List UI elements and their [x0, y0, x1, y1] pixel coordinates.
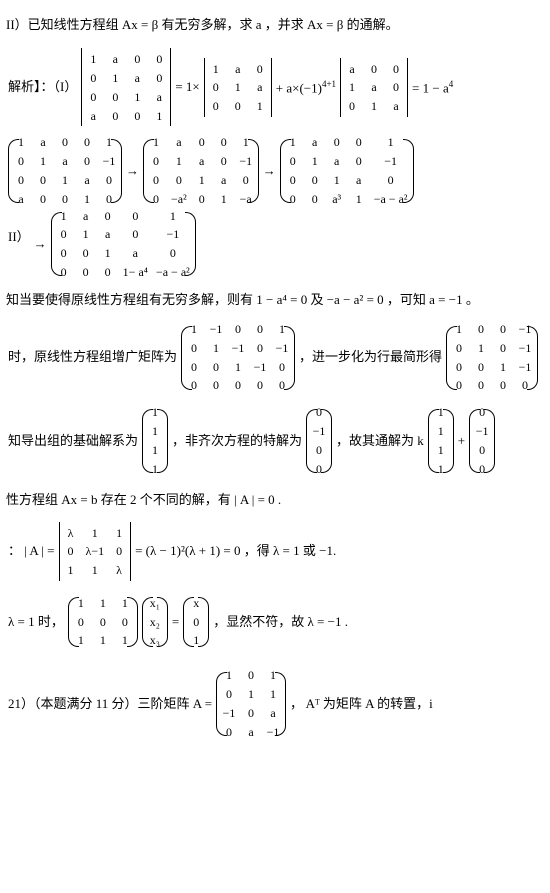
mat-A4: 1a00101a0−1001a00001− a⁴−a − a² — [51, 208, 196, 281]
mat-B2: 100−1010−1001−10000 — [446, 321, 538, 394]
q21-block: 21）（本题满分 11 分）三阶矩阵 A = 101011−10a0a−1 ， … — [6, 667, 544, 740]
mat-B1: 1−100101−10−1001−1000000 — [181, 321, 295, 394]
text-6b: ，非齐次方程的特解为 — [172, 432, 302, 450]
augmented-block: 时，原线性方程组增广矩阵为 1−100101−10−1001−1000000 ，… — [6, 321, 544, 394]
det-M1: 1a0001a0001aa001 — [81, 48, 171, 126]
mat-F1: 101011−10a0a−1 — [216, 667, 286, 740]
text-5b: ，进一步化为行最简形得 — [299, 348, 442, 366]
mat-A2: 1a00101a0−1001a00−a²01−a — [143, 134, 259, 207]
label-jiexi: 解析】：（I） — [8, 78, 77, 96]
text-line-4: 知当要使得原线性方程组有无穷多解，则有 1 − a⁴ = 0 及 −a − a²… — [6, 291, 544, 309]
mat-A3: 1a00101a0−1001a000a³1−a − a² — [280, 134, 414, 207]
vec-E3: x01 — [183, 595, 209, 649]
det-M2: 1a001a001 — [204, 58, 272, 117]
vec-V3: 1111 — [428, 404, 454, 477]
text-9a: λ = 1 时， — [8, 613, 64, 631]
row-reduce-1: 1a00101a0−1001a0a0010 → 1a00101a0−1001a0… — [6, 134, 544, 207]
lambda1-block: λ = 1 时， 111000111 x₁x₂x₃ = x01 ，显然不符，故 … — [6, 595, 544, 649]
arrow-3: → — [34, 235, 47, 253]
text-10a: 21）（本题满分 11 分）三阶矩阵 A = — [8, 695, 212, 713]
text-9c: ，显然不符，故 λ = −1 . — [213, 613, 348, 631]
vec-V4: 0−100 — [469, 404, 495, 477]
text-6d: + — [458, 432, 465, 450]
mat-E1: 111000111 — [68, 595, 138, 649]
text-6c: ，故其通解为 k — [336, 432, 424, 450]
text-8a: ： | A | = — [8, 542, 55, 560]
eq-plus-a: + a×(−1)4+1 — [276, 78, 336, 98]
eq-1x: = 1× — [175, 78, 199, 96]
text-line-1: II）已知线性方程组 Ax = β 有无穷多解，求 a ，并求 Ax = β 的… — [6, 16, 544, 34]
row-reduce-2: II） → 1a00101a0−1001a00001− a⁴−a − a² — [6, 208, 544, 281]
arrow-1: → — [126, 162, 139, 180]
det-D1: λ110λ−1011λ — [59, 522, 132, 581]
eq-result: = 1 − a4 — [412, 78, 453, 98]
arrow-2: → — [263, 162, 276, 180]
vec-E2: x₁x₂x₃ — [142, 595, 168, 649]
det-M3: a001a001a — [340, 58, 408, 117]
text-9b: = — [172, 613, 179, 631]
text-10b: ， Aᵀ 为矩阵 A 的转置，i — [290, 695, 433, 713]
label-ii: II） — [8, 228, 30, 246]
text-6a: 知导出组的基础解系为 — [8, 432, 138, 450]
mat-A1: 1a00101a0−1001a0a0010 — [8, 134, 122, 207]
text-line-7: 性方程组 Ax = b 存在 2 个不同的解，有 | A | = 0 . — [6, 491, 544, 509]
vec-V2: 0−100 — [306, 404, 332, 477]
detA-block: ： | A | = λ110λ−1011λ = (λ − 1)²(λ + 1) … — [6, 522, 544, 581]
det-expansion: 解析】：（I） 1a0001a0001aa001 = 1× 1a001a001 … — [6, 48, 544, 126]
vec-V1: 1111 — [142, 404, 168, 477]
text-5a: 时，原线性方程组增广矩阵为 — [8, 348, 177, 366]
text-8b: = (λ − 1)²(λ + 1) = 0 ，得 λ = 1 或 −1. — [135, 542, 336, 560]
solution-block: 知导出组的基础解系为 1111 ，非齐次方程的特解为 0−100 ，故其通解为 … — [6, 404, 544, 477]
